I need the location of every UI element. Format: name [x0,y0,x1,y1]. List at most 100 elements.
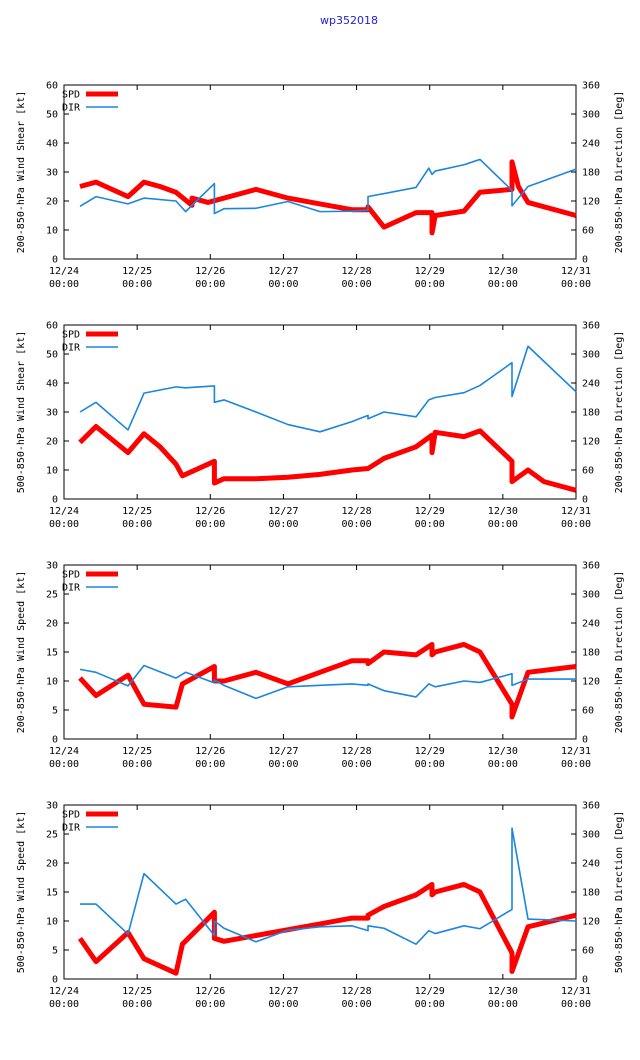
x-tick-label-date: 12/28 [342,506,372,517]
y2-tick-label: 360 [582,801,600,812]
x-tick-label-time: 00:00 [561,519,591,530]
x-tick-label-time: 00:00 [268,999,298,1010]
x-tick-label-time: 00:00 [49,999,79,1010]
legend-label-spd: SPD [62,570,80,581]
y-tick-label: 10 [46,466,58,477]
x-tick-label-time: 00:00 [415,759,445,770]
y2-axis-label: 200-850-hPa Direction [Deg] [614,91,625,254]
y2-tick-label: 0 [582,975,588,986]
x-tick-label-time: 00:00 [488,999,518,1010]
x-tick-label-date: 12/25 [122,266,152,277]
y-tick-label: 20 [46,859,58,870]
x-tick-label-time: 00:00 [49,519,79,530]
x-tick-label-date: 12/30 [488,266,518,277]
y2-tick-label: 0 [582,495,588,506]
x-tick-label-date: 12/30 [488,746,518,757]
x-tick-label-date: 12/25 [122,986,152,997]
y2-tick-label: 60 [582,226,594,237]
x-tick-label-time: 00:00 [488,519,518,530]
legend-label-dir: DIR [62,343,81,354]
x-tick-label-time: 00:00 [268,519,298,530]
legend-label-spd: SPD [62,330,80,341]
x-tick-label-time: 00:00 [268,759,298,770]
x-tick-label-time: 00:00 [49,279,79,290]
x-tick-label-time: 00:00 [195,519,225,530]
y-tick-label: 20 [46,437,58,448]
figure-title: wp352018 [320,14,378,27]
x-tick-label-date: 12/24 [49,506,79,517]
y2-tick-label: 360 [582,561,600,572]
series-dir-line [79,345,577,433]
y-tick-label: 25 [46,590,58,601]
x-tick-label-time: 00:00 [561,759,591,770]
y-tick-label: 30 [46,408,58,419]
x-tick-label-date: 12/26 [195,746,225,757]
x-tick-label-time: 00:00 [195,999,225,1010]
y2-tick-label: 240 [582,619,600,630]
x-tick-label-date: 12/25 [122,746,152,757]
x-tick-label-time: 00:00 [342,999,372,1010]
chart-panel-4: 05101520253006012018024030036012/2400:00… [16,801,625,1011]
y2-tick-label: 360 [582,81,600,92]
x-tick-label-time: 00:00 [122,759,152,770]
y2-axis-label: 200-850-hPa Direction [Deg] [614,331,625,494]
y-tick-label: 10 [46,677,58,688]
chart-panels: 010203040506006012018024030036012/2400:0… [16,81,625,1011]
x-tick-label-time: 00:00 [195,759,225,770]
y2-tick-label: 300 [582,830,600,841]
y-tick-label: 60 [46,81,58,92]
legend-label-dir: DIR [62,823,81,834]
x-tick-label-time: 00:00 [122,999,152,1010]
y-tick-label: 30 [46,801,58,812]
x-tick-label-time: 00:00 [342,759,372,770]
y-tick-label: 50 [46,110,58,121]
y2-tick-label: 0 [582,735,588,746]
x-tick-label-date: 12/30 [488,986,518,997]
x-tick-label-date: 12/27 [268,266,298,277]
x-tick-label-time: 00:00 [488,279,518,290]
y-tick-label: 10 [46,917,58,928]
x-tick-label-date: 12/27 [268,506,298,517]
x-tick-label-time: 00:00 [49,759,79,770]
y-tick-label: 20 [46,197,58,208]
y-tick-label: 50 [46,350,58,361]
y-axis-label: 200-850-hPa Wind Shear [kt] [16,91,27,254]
y2-tick-label: 0 [582,255,588,266]
y-tick-label: 5 [52,946,58,957]
y2-tick-label: 60 [582,946,594,957]
y2-tick-label: 300 [582,350,600,361]
x-tick-label-date: 12/27 [268,746,298,757]
x-tick-label-time: 00:00 [122,519,152,530]
x-tick-label-date: 12/28 [342,986,372,997]
legend-label-spd: SPD [62,810,80,821]
x-tick-label-time: 00:00 [561,279,591,290]
y-tick-label: 25 [46,830,58,841]
series-spd-line [78,424,577,493]
x-tick-label-date: 12/31 [561,986,591,997]
y2-tick-label: 60 [582,706,594,717]
y2-tick-label: 240 [582,379,600,390]
x-tick-label-time: 00:00 [415,279,445,290]
x-tick-label-date: 12/28 [342,746,372,757]
x-tick-label-date: 12/25 [122,506,152,517]
x-tick-label-date: 12/24 [49,266,79,277]
x-tick-label-time: 00:00 [342,519,372,530]
y-tick-label: 30 [46,561,58,572]
x-tick-label-date: 12/29 [415,746,445,757]
y2-tick-label: 180 [582,888,600,899]
y-tick-label: 10 [46,226,58,237]
x-tick-label-time: 00:00 [268,279,298,290]
y-tick-label: 15 [46,648,58,659]
series-dir-line [80,827,577,946]
chart-panel-1: 0 10 20 30 40 50 60 0 60 120 180 240 300 360 12/24 00:0… [16,81,625,291]
y2-tick-label: 360 [582,321,600,332]
x-tick-label-time: 00:00 [561,999,591,1010]
series-spd-line [78,641,577,720]
x-tick-label-time: 00:00 [415,999,445,1010]
y-tick-label: 30 [46,168,58,179]
x-tick-label-date: 12/30 [488,506,518,517]
y-axis-label: 500-850-hPa Wind Shear [kt] [16,331,27,494]
y-tick-label: 20 [46,619,58,630]
y2-tick-label: 120 [582,677,600,688]
